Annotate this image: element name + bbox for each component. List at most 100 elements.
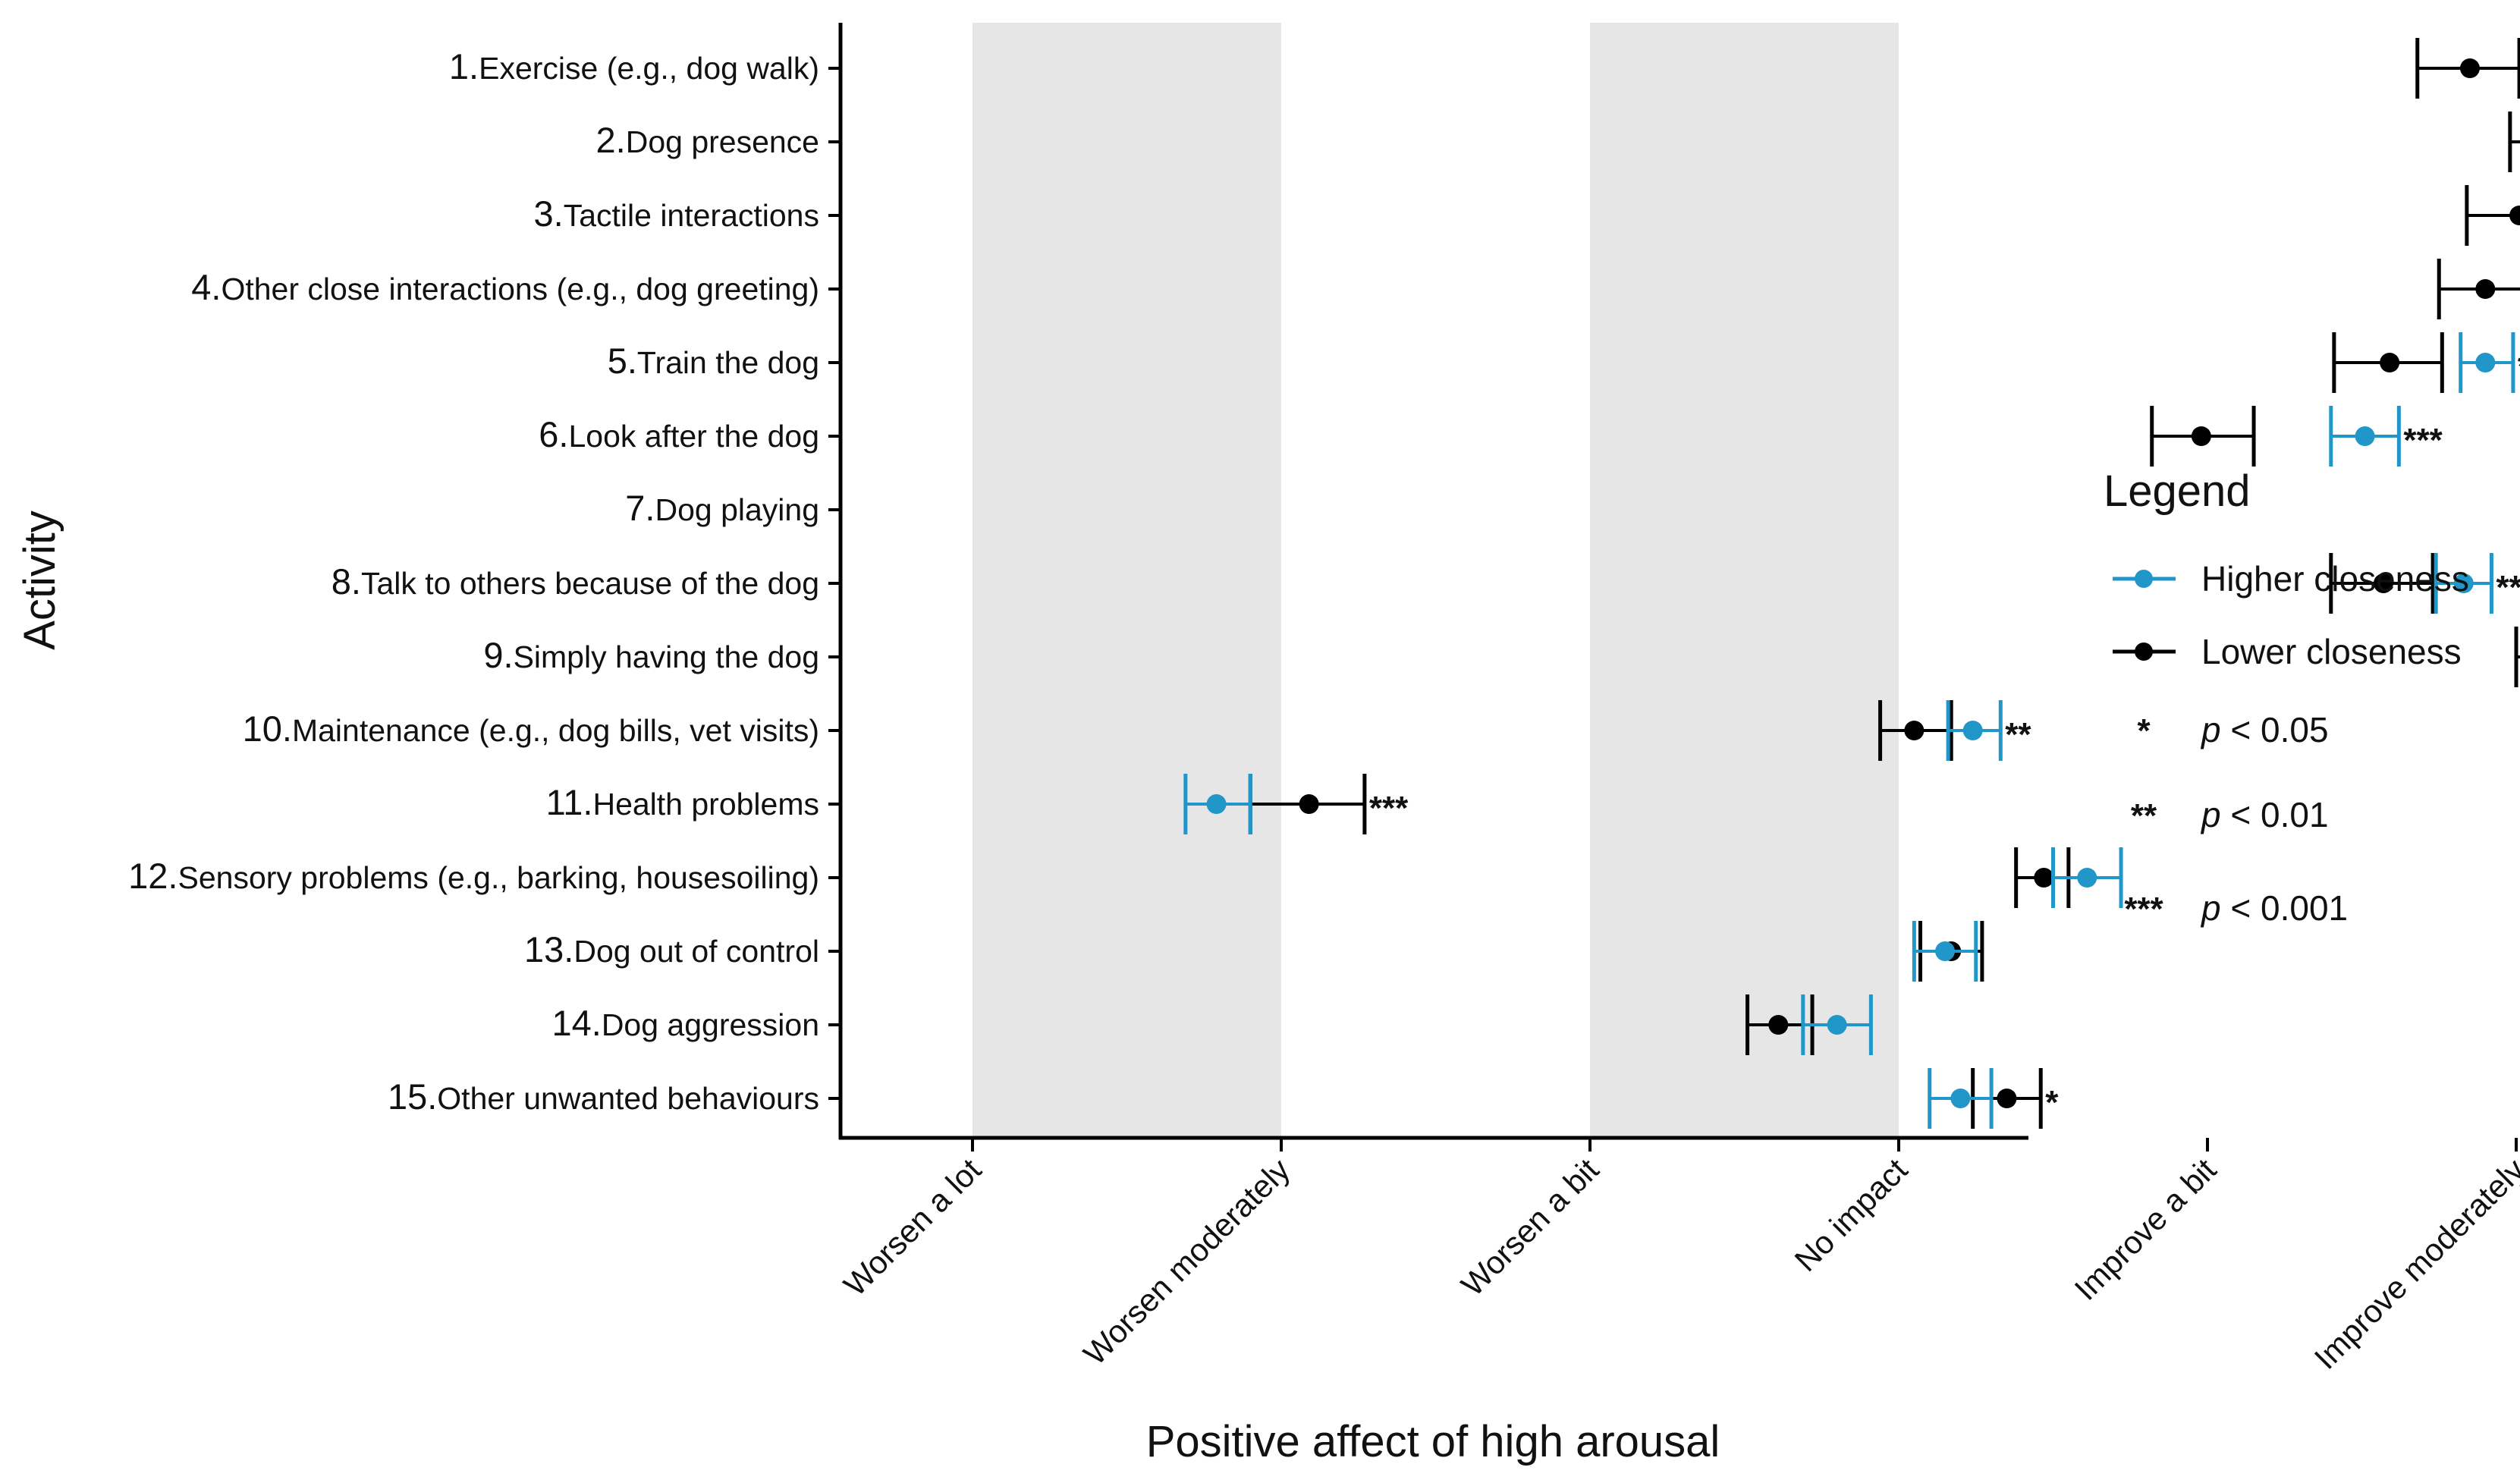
activity-row: 14.Dog aggression bbox=[551, 994, 1873, 1055]
legend-p-values: * p < 0.05 ** p < 0.01 *** p < 0.001 bbox=[2124, 710, 2348, 928]
legend-entry: Lower closeness bbox=[2113, 632, 2462, 671]
activity-row: 3.Tactile interactions*** bbox=[534, 185, 2520, 246]
activity-label: Dog playing bbox=[655, 492, 819, 527]
higher-closeness-point bbox=[2355, 426, 2375, 446]
background-band bbox=[972, 23, 1281, 1138]
legend-key-point bbox=[2135, 643, 2153, 661]
y-tick-label: 3.Tactile interactions bbox=[534, 193, 819, 234]
legend-title: Legend bbox=[2104, 467, 2251, 516]
y-tick-label: 6.Look after the dog bbox=[539, 414, 819, 454]
y-tick-label: 15.Other unwanted behaviours bbox=[388, 1076, 819, 1117]
activity-number: 15. bbox=[388, 1076, 437, 1117]
legend-key-point bbox=[2135, 570, 2153, 588]
lower-closeness-point bbox=[1299, 794, 1319, 814]
activity-row: 13.Dog out of control bbox=[524, 921, 1984, 982]
significance-label: *** bbox=[1369, 790, 1409, 827]
lower-closeness-point bbox=[2191, 426, 2211, 446]
legend-p-entry: * p < 0.05 bbox=[2137, 710, 2328, 749]
activity-row: 7.Dog playing*** bbox=[625, 488, 841, 528]
legend-p-symbol: p bbox=[2200, 888, 2221, 928]
significance-label: ** bbox=[2005, 716, 2031, 753]
y-tick-label: 11.Health problems bbox=[546, 782, 819, 822]
activity-label: Talk to others because of the dog bbox=[361, 566, 819, 601]
activity-row: 8.Talk to others because of the dog *** bbox=[331, 553, 2520, 614]
legend-entry: Higher closeness bbox=[2113, 559, 2469, 599]
lower-closeness-point bbox=[1997, 1089, 2017, 1108]
x-tick-label: Improve moderately bbox=[2308, 1152, 2520, 1376]
y-tick-label: 1.Exercise (e.g., dog walk) bbox=[449, 46, 819, 86]
activity-label: Health problems bbox=[592, 787, 819, 822]
activity-number: 11. bbox=[546, 782, 593, 822]
activity-number: 12. bbox=[128, 856, 178, 896]
activity-number: 2. bbox=[596, 120, 626, 160]
y-tick-label: 10.Maintenance (e.g., dog bills, vet vis… bbox=[243, 709, 819, 749]
y-axis-title: Activity bbox=[15, 511, 64, 650]
x-ticks: Worsen a lot Worsen moderately Worsen a bi… bbox=[837, 1138, 2520, 1376]
activity-row: 11.Health problems *** bbox=[546, 774, 1409, 834]
legend-label: Lower closeness bbox=[2201, 632, 2462, 671]
lower-closeness-point bbox=[1904, 721, 1925, 740]
activity-label: Sensory problems (e.g., barking, houseso… bbox=[178, 860, 820, 895]
y-tick-label: 5.Train the dog bbox=[608, 341, 819, 381]
lower-closeness-point bbox=[2459, 58, 2480, 78]
activity-number: 4. bbox=[191, 267, 221, 307]
background-band bbox=[1590, 23, 1899, 1138]
activity-number: 5. bbox=[608, 341, 637, 381]
activity-row: 9.Simply having the dog*** bbox=[483, 627, 2520, 687]
x-axis-title: Positive affect of high arousal bbox=[1146, 1417, 1720, 1466]
activity-label: Dog aggression bbox=[602, 1007, 819, 1042]
activity-row: 15.Other unwanted behaviours * bbox=[388, 1068, 2059, 1129]
higher-closeness-point bbox=[2077, 868, 2097, 888]
activity-number: 6. bbox=[539, 414, 568, 454]
legend-p-stars: * bbox=[2137, 712, 2151, 749]
legend-p-threshold: < 0.01 bbox=[2221, 795, 2329, 834]
activity-label: Dog out of control bbox=[573, 934, 819, 969]
activity-label: Exercise (e.g., dog walk) bbox=[479, 51, 819, 86]
activity-number: 1. bbox=[449, 46, 479, 86]
activity-row: 12.Sensory problems (e.g., barking, hous… bbox=[128, 847, 2123, 908]
activity-number: 3. bbox=[534, 193, 564, 234]
activity-number: 7. bbox=[625, 488, 655, 528]
higher-closeness-point bbox=[1935, 941, 1956, 961]
activity-row: 2.Dog presence*** bbox=[596, 112, 2520, 172]
y-tick-label: 12.Sensory problems (e.g., barking, hous… bbox=[128, 856, 819, 896]
higher-closeness-point bbox=[1950, 1089, 1971, 1108]
legend-p-entry: ** p < 0.01 bbox=[2131, 795, 2329, 834]
lower-closeness-point bbox=[2373, 573, 2393, 593]
significance-label: *** bbox=[2403, 422, 2443, 459]
higher-closeness-point bbox=[1206, 794, 1227, 814]
activity-number: 13. bbox=[524, 929, 573, 969]
activity-label: Simply having the dog bbox=[514, 639, 819, 674]
x-tick-label: Improve a bit bbox=[2067, 1152, 2223, 1307]
activity-label: Tactile interactions bbox=[564, 198, 819, 233]
activity-row: 6.Look after the dog *** bbox=[539, 406, 2443, 467]
y-tick-label: 9.Simply having the dog bbox=[483, 635, 819, 675]
activity-label: Other unwanted behaviours bbox=[437, 1081, 819, 1116]
legend-p-threshold: < 0.001 bbox=[2221, 888, 2349, 928]
activity-number: 8. bbox=[331, 561, 361, 602]
legend-p-entry: *** p < 0.001 bbox=[2124, 888, 2348, 928]
lower-closeness-point bbox=[2380, 353, 2400, 372]
y-tick-label: 2.Dog presence bbox=[596, 120, 819, 160]
x-tick-label: Worsen a lot bbox=[837, 1152, 988, 1303]
legend-p-symbol: p bbox=[2200, 795, 2221, 834]
activity-label: Look after the dog bbox=[568, 419, 819, 454]
axes bbox=[838, 23, 2028, 1140]
legend: Legend Higher closeness Lower closeness *… bbox=[2104, 467, 2469, 928]
legend-p-symbol: p bbox=[2200, 710, 2221, 749]
higher-closeness-point bbox=[2475, 353, 2496, 372]
activity-label: Train the dog bbox=[637, 345, 819, 380]
activity-number: 10. bbox=[243, 709, 292, 749]
activity-number: 9. bbox=[483, 635, 513, 675]
y-tick-label: 7.Dog playing bbox=[625, 488, 819, 528]
y-tick-label: 14.Dog aggression bbox=[551, 1003, 819, 1043]
legend-p-stars: *** bbox=[2124, 891, 2163, 928]
legend-label: Higher closeness bbox=[2201, 559, 2469, 599]
lower-closeness-point bbox=[2034, 868, 2054, 888]
higher-closeness-point bbox=[1827, 1015, 1847, 1035]
lower-closeness-point bbox=[2509, 206, 2520, 225]
significance-label: *** bbox=[2496, 569, 2520, 606]
legend-p-stars: ** bbox=[2131, 797, 2157, 834]
x-tick-label: Worsen moderately bbox=[1076, 1152, 1296, 1371]
activity-row: 4.Other close interactions (e.g., dog gr… bbox=[191, 259, 2520, 319]
